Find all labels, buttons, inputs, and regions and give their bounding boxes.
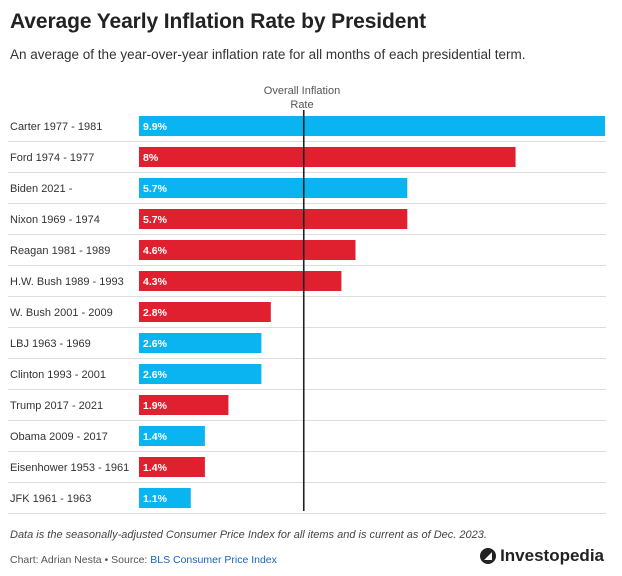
bar [139,488,191,508]
bar [139,395,229,415]
bar-value-label: 4.3% [143,276,168,288]
reference-label-line2: Rate [290,99,314,111]
bar-value-label: 9.9% [143,121,168,133]
bar-value-label: 5.7% [143,214,168,226]
category-label: Nixon 1969 - 1974 [10,214,100,226]
bar-value-label: 2.8% [143,307,168,319]
data-note: Data is the seasonally-adjusted Consumer… [10,529,487,541]
bar [139,116,605,136]
bar [139,147,516,167]
category-label: Biden 2021 - [10,183,73,195]
chart-title: Average Yearly Inflation Rate by Preside… [10,10,426,33]
bar-value-label: 1.4% [143,462,168,474]
bar [139,178,408,198]
category-label: LBJ 1963 - 1969 [10,338,91,350]
investopedia-logo: Investopedia [480,546,604,566]
bar-value-label: 1.1% [143,493,168,505]
category-label: JFK 1961 - 1963 [10,493,91,505]
bar-value-label: 1.4% [143,431,168,443]
bar [139,364,262,384]
bar-value-label: 1.9% [143,400,168,412]
chart-subtitle: An average of the year-over-year inflati… [10,47,526,62]
bar-chart: Carter 1977 - 1981 9.9% Ford 1974 - 1977 8%… [8,110,606,514]
category-label: Ford 1974 - 1977 [10,152,94,164]
bar [139,240,356,260]
category-label: Clinton 1993 - 2001 [10,369,106,381]
bar-value-label: 5.7% [143,183,168,195]
bar [139,457,205,477]
reference-line-label: Overall Inflation Rate [252,84,352,112]
bar-value-label: 8% [143,152,159,164]
category-label: Carter 1977 - 1981 [10,121,102,133]
source-link[interactable]: BLS Consumer Price Index [150,554,277,566]
category-label: H.W. Bush 1989 - 1993 [10,276,124,288]
source-prefix: Chart: Adrian Nesta • Source: [10,554,151,566]
bar [139,333,262,353]
bar [139,302,271,322]
bar-value-label: 2.6% [143,369,168,381]
category-label: Obama 2009 - 2017 [10,431,108,443]
bar [139,209,408,229]
bar-value-label: 2.6% [143,338,168,350]
bar [139,271,342,291]
category-label: Reagan 1981 - 1989 [10,245,110,257]
logo-icon [480,548,497,564]
bar [139,426,205,446]
chart-source: Chart: Adrian Nesta • Source: BLS Consum… [10,554,277,566]
category-label: W. Bush 2001 - 2009 [10,307,113,319]
category-label: Trump 2017 - 2021 [10,400,103,412]
bar-value-label: 4.6% [143,245,168,257]
brand-name: Investopedia [500,546,604,565]
reference-label-line1: Overall Inflation [263,85,341,97]
category-label: Eisenhower 1953 - 1961 [10,462,129,474]
